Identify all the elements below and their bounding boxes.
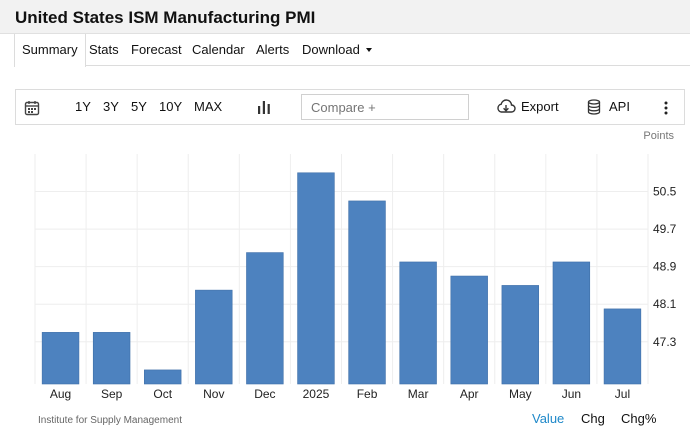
bar <box>552 261 591 385</box>
x-tick-label: Sep <box>101 387 123 401</box>
export-button[interactable]: Export <box>496 90 559 124</box>
bar <box>92 332 131 385</box>
x-tick-label: Aug <box>50 387 71 401</box>
bar <box>297 172 335 385</box>
bar-chart: 50.5 49.7 48.9 48.1 47.3 Aug Sep Oct Nov Dec 2025 F… <box>34 154 677 401</box>
chevron-down-icon <box>365 47 372 52</box>
x-tick-label: Jul <box>615 387 630 401</box>
tab-bar: Summary Stats Forecast Calendar Alerts D… <box>14 34 690 67</box>
y-axis-unit-label: Points <box>643 130 674 142</box>
x-tick-label: Mar <box>408 387 429 401</box>
compare-input[interactable] <box>301 94 469 120</box>
tab-calendar[interactable]: Calendar <box>192 42 245 57</box>
database-icon <box>587 98 601 115</box>
tab-stats[interactable]: Stats <box>89 42 119 57</box>
page-title: United States ISM Manufacturing PMI <box>15 8 316 27</box>
bar <box>246 252 284 385</box>
tab-alerts[interactable]: Alerts <box>256 42 290 57</box>
bar <box>399 261 437 385</box>
calendar-icon[interactable] <box>24 91 40 125</box>
x-tick-label: Feb <box>357 387 378 401</box>
x-tick-label: Apr <box>460 387 479 401</box>
bar <box>603 308 642 385</box>
mode-value[interactable]: Value <box>532 411 565 426</box>
tab-download[interactable]: Download <box>302 34 372 66</box>
bar <box>450 275 488 385</box>
mode-chg[interactable]: Chg <box>581 411 605 426</box>
api-button[interactable]: API <box>587 90 630 124</box>
x-tick-label: Jun <box>562 387 581 401</box>
bar <box>501 285 539 385</box>
export-label: Export <box>521 99 559 114</box>
x-tick-label: Nov <box>203 387 224 401</box>
chart-area: Points 50.5 49.7 48.9 48.1 47.3 Aug Sep Oct Nov D… <box>15 126 685 435</box>
bar <box>41 332 80 385</box>
tab-summary[interactable]: Summary <box>14 34 86 67</box>
tab-forecast[interactable]: Forecast <box>131 42 182 57</box>
title-bar: United States ISM Manufacturing PMI <box>0 0 690 34</box>
more-options-icon[interactable] <box>664 90 668 124</box>
tab-download-label: Download <box>302 42 360 57</box>
x-tick-label: Oct <box>153 387 172 401</box>
range-max[interactable]: MAX <box>194 99 223 114</box>
y-tick-label: 49.7 <box>653 222 677 236</box>
bar <box>348 200 386 385</box>
cloud-download-icon <box>497 98 516 113</box>
bar <box>144 369 182 385</box>
bar-chart-icon[interactable] <box>257 90 271 124</box>
y-tick-label: 48.9 <box>653 260 677 274</box>
source-label: Institute for Supply Management <box>38 415 182 426</box>
range-10y[interactable]: 10Y <box>159 99 183 114</box>
bar <box>195 289 233 385</box>
range-1y[interactable]: 1Y <box>75 99 91 114</box>
y-tick-label: 50.5 <box>653 185 677 199</box>
x-tick-label: Dec <box>254 387 275 401</box>
x-tick-label: May <box>509 387 532 401</box>
y-tick-label: 48.1 <box>653 297 677 311</box>
api-label: API <box>609 99 630 114</box>
mode-chg-pct[interactable]: Chg% <box>621 411 657 426</box>
range-3y[interactable]: 3Y <box>103 99 119 114</box>
range-5y[interactable]: 5Y <box>131 99 147 114</box>
y-tick-label: 47.3 <box>653 335 677 349</box>
chart-toolbar: 1Y 3Y 5Y 10Y MAX Export API <box>15 89 685 125</box>
x-tick-label: 2025 <box>303 387 330 401</box>
